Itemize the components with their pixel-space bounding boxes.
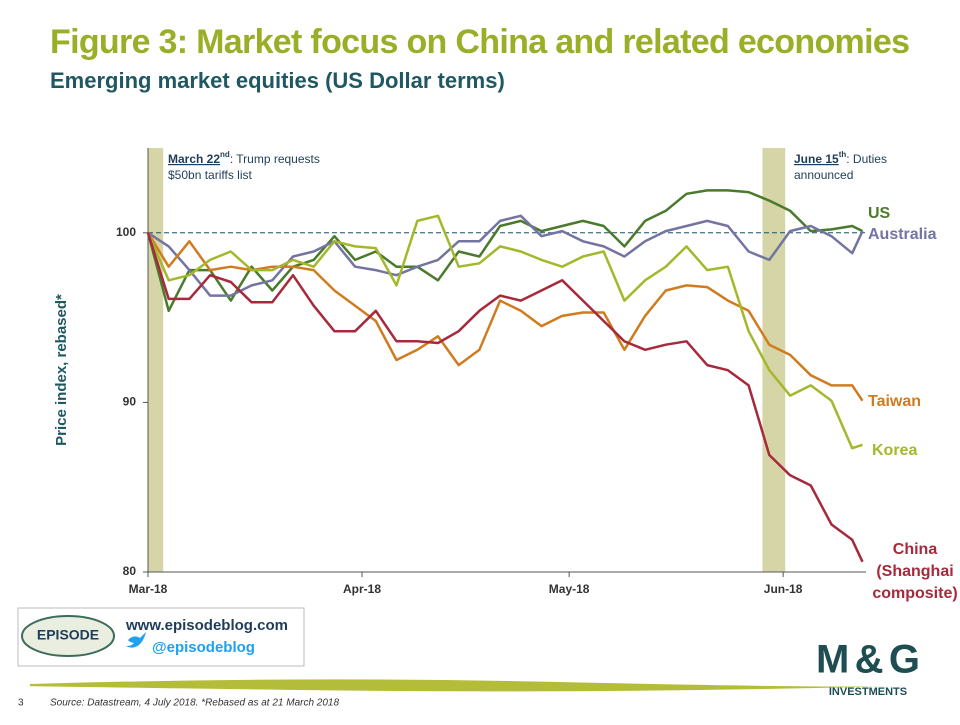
source: Source: Datastream, 4 July 2018. *Rebase… [50,698,339,709]
annotation: June 15th: Duties [794,150,887,166]
series-label: Korea [872,442,917,459]
annotation-sup: nd [220,150,230,159]
annotation-sup: th [839,150,847,159]
x-tick-label: Mar-18 [129,582,168,596]
x-tick-label: Jun-18 [764,582,803,596]
series-label: China (Shanghai composite) [872,541,957,602]
subtitle: Emerging market equities (US Dollar term… [50,68,505,93]
annotation-text: : Duties [846,152,887,166]
series-label: US [868,205,891,222]
url: www.episodeblog.com [125,617,288,634]
series-line [146,232,864,563]
y-tick-label: 90 [123,395,137,409]
episode-ellipse [21,615,115,657]
y-axis-label: Price index, rebased* [53,294,70,446]
y-tick-label: 80 [123,564,137,578]
x-tick-label: May-18 [549,582,590,596]
annotation-date: June 15 [794,152,839,166]
shaded-period [762,148,786,572]
shaded-period [148,148,164,572]
series-label: Australia [868,226,937,243]
annotation-text: : Trump requests [230,152,320,166]
episode-badge: EPISODE www.episodeblog.com @episodeblog [17,607,305,667]
episode-logo: EPISODE [37,627,99,643]
series-line [147,214,864,297]
series-line [146,189,864,313]
series-line [146,232,864,402]
twitter-icon [126,632,146,648]
mg-sub: INVESTMENTS [829,686,907,698]
x-tick-label: Apr-18 [343,582,381,596]
page-number: 3 [18,698,24,709]
y-tick-label: 100 [116,225,136,239]
mg-logo: M&G [816,638,920,682]
annotation-date: March 22 [168,152,220,166]
annotation-line2: $50bn tariffs list [168,168,252,182]
series-label: Taiwan [868,393,921,410]
annotation: March 22nd: Trump requests [168,150,320,166]
series-line [146,214,863,450]
swoosh [27,679,900,692]
annotation-line2: announced [794,168,853,182]
title: Figure 3: Market focus on China and rela… [50,23,910,61]
twitter: @episodeblog [152,639,255,656]
